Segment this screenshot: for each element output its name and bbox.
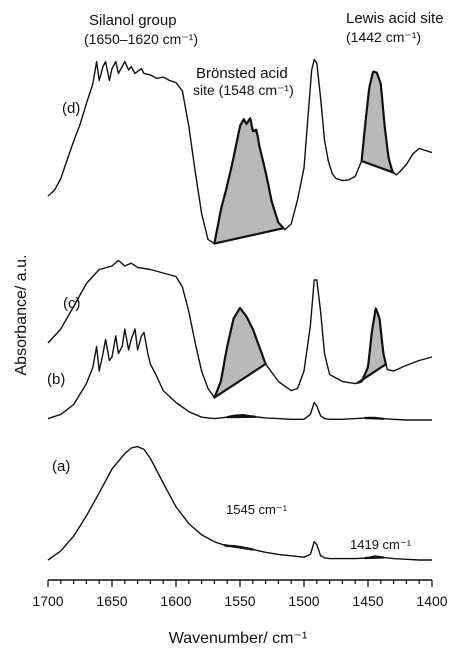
spectrum-d-line <box>47 58 433 245</box>
spectrum-a-line <box>47 445 432 561</box>
lewis-annotation-line2: (1442 cm⁻¹) <box>346 29 421 45</box>
x-tick-label: 1400 <box>416 593 447 609</box>
bronsted-annotation-line2: site (1548 cm⁻¹) <box>193 82 294 98</box>
bronsted-annotation-line1: Brönsted acid <box>196 65 288 82</box>
x-tick-label: 1650 <box>96 593 127 609</box>
x-tick-label: 1550 <box>224 593 255 609</box>
silanol-annotation-line2: (1650–1620 cm⁻¹) <box>84 31 198 47</box>
series-label-a: (a) <box>52 458 70 475</box>
silanol-annotation-line1: Silanol group <box>89 12 177 29</box>
shaded-peak-areas <box>213 70 395 560</box>
x-axis-label: Wavenumber/ cm⁻¹ <box>169 630 308 647</box>
spectrum-b-line <box>47 328 432 421</box>
x-tick-label: 1500 <box>288 593 319 609</box>
shade-d-bronsted <box>213 117 285 245</box>
peak-1545-label: 1545 cm⁻¹ <box>226 502 288 517</box>
shade-c-bronsted <box>213 306 267 399</box>
spectrum-c-line <box>47 259 433 399</box>
shade-c-lewis <box>356 307 387 384</box>
x-tick-label: 1600 <box>160 593 191 609</box>
series-label-d: (d) <box>62 100 80 117</box>
y-axis-label: Absorbance/ a.u. <box>13 255 30 376</box>
lewis-annotation-line1: Lewis acid site <box>346 10 444 27</box>
x-tick-label: 1450 <box>352 593 383 609</box>
spectra-series <box>47 58 433 561</box>
x-axis: 1700 1650 1600 1550 1500 1450 1400 <box>32 579 448 609</box>
series-label-c: (c) <box>63 295 81 312</box>
x-tick-label: 1700 <box>32 593 63 609</box>
peak-1419-label: 1419 cm⁻¹ <box>350 537 412 552</box>
series-label-b: (b) <box>47 371 65 388</box>
